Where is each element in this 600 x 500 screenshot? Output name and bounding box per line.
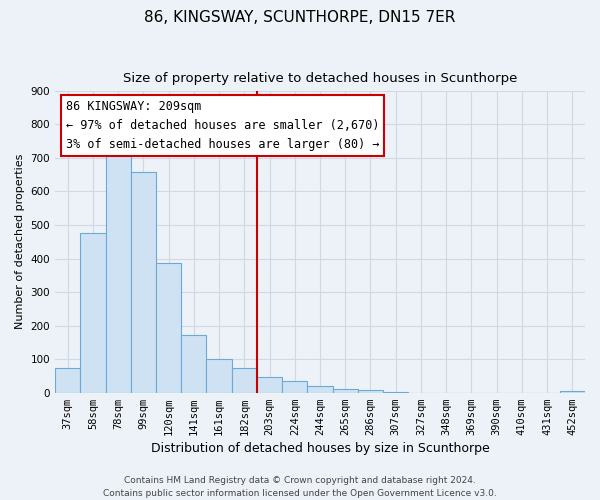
Bar xyxy=(181,334,206,392)
Bar xyxy=(206,360,232,392)
Bar xyxy=(232,368,257,392)
X-axis label: Distribution of detached houses by size in Scunthorpe: Distribution of detached houses by size … xyxy=(151,442,490,455)
Bar xyxy=(560,391,585,392)
Bar xyxy=(332,390,358,392)
Text: Contains HM Land Registry data © Crown copyright and database right 2024.
Contai: Contains HM Land Registry data © Crown c… xyxy=(103,476,497,498)
Bar xyxy=(156,262,181,392)
Bar xyxy=(55,368,80,392)
Bar xyxy=(307,386,332,392)
Bar xyxy=(282,381,307,392)
Bar xyxy=(257,378,282,392)
Y-axis label: Number of detached properties: Number of detached properties xyxy=(15,154,25,330)
Bar xyxy=(358,390,383,392)
Text: 86 KINGSWAY: 209sqm
← 97% of detached houses are smaller (2,670)
3% of semi-deta: 86 KINGSWAY: 209sqm ← 97% of detached ho… xyxy=(65,100,379,151)
Bar xyxy=(106,148,131,392)
Text: 86, KINGSWAY, SCUNTHORPE, DN15 7ER: 86, KINGSWAY, SCUNTHORPE, DN15 7ER xyxy=(145,10,455,25)
Title: Size of property relative to detached houses in Scunthorpe: Size of property relative to detached ho… xyxy=(123,72,517,86)
Bar xyxy=(80,234,106,392)
Bar xyxy=(131,172,156,392)
